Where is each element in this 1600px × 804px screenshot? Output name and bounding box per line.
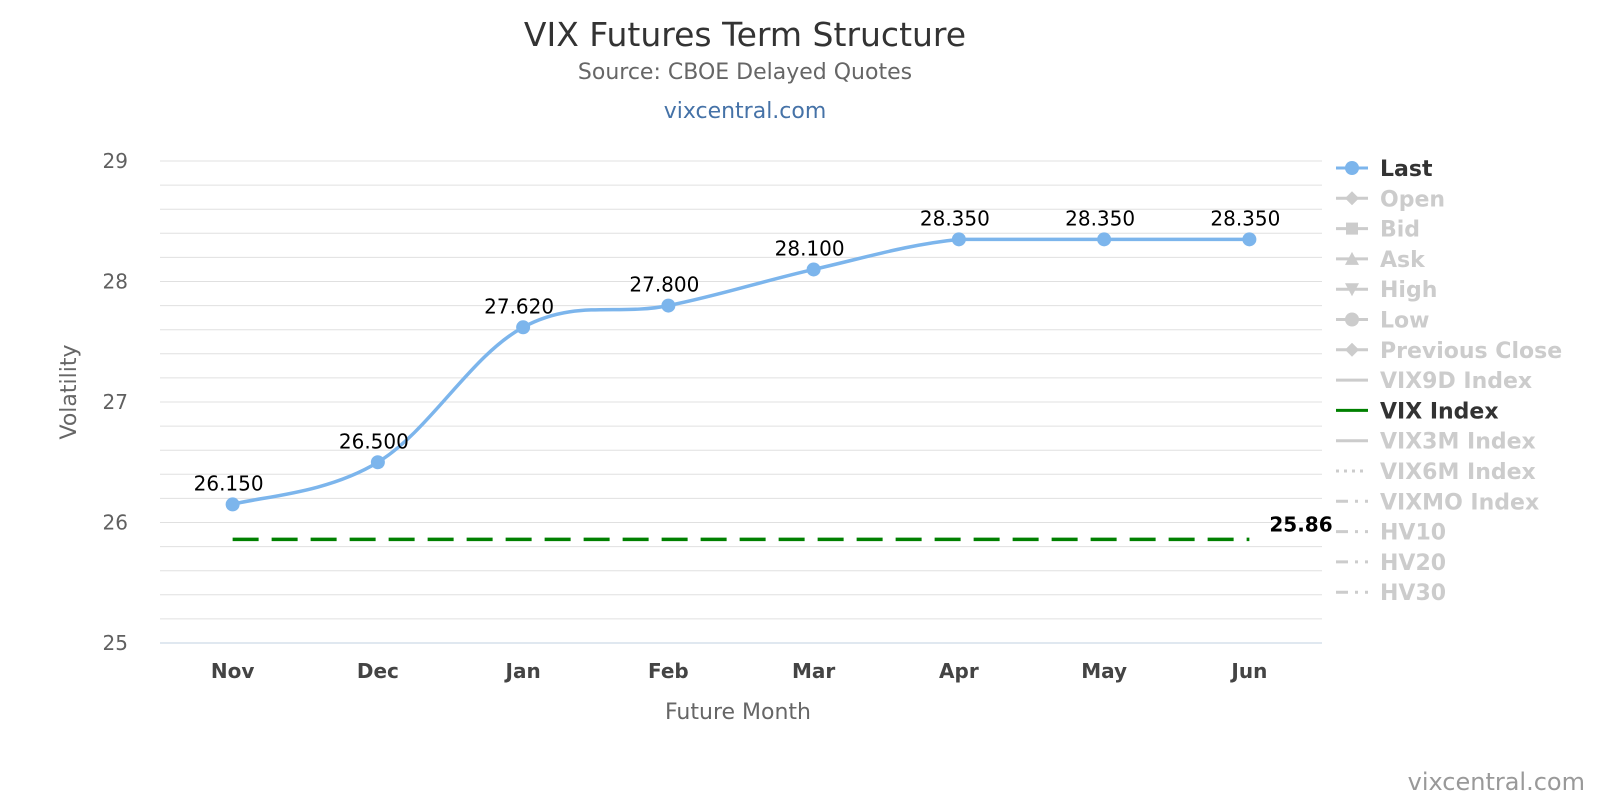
- x-tick-label: Jan: [504, 659, 541, 683]
- data-point-last[interactable]: [806, 262, 821, 277]
- y-tick-label: 29: [103, 149, 128, 173]
- legend-square-icon: [1346, 222, 1358, 235]
- data-point-last[interactable]: [1097, 232, 1112, 247]
- y-tick-label: 26: [103, 511, 128, 535]
- legend-item-open[interactable]: Open: [1336, 187, 1445, 212]
- legend-label: HV30: [1380, 581, 1446, 606]
- legend-label: Last: [1380, 157, 1433, 182]
- legend-item-vix3m-index[interactable]: VIX3M Index: [1336, 430, 1536, 455]
- legend: Last Open Bid Ask High Low Previous Close VIX9D…: [1336, 157, 1562, 606]
- legend-label: Low: [1380, 309, 1429, 334]
- data-label-last: 28.100: [775, 236, 845, 260]
- y-tick-label: 28: [103, 270, 128, 294]
- legend-label: Previous Close: [1380, 339, 1562, 364]
- legend-item-ask[interactable]: Ask: [1336, 248, 1426, 273]
- legend-circle-icon: [1345, 312, 1359, 327]
- legend-item-vixmo-index[interactable]: VIXMO Index: [1336, 490, 1539, 515]
- y-tick-label: 25: [103, 631, 128, 655]
- x-tick-label: May: [1081, 659, 1127, 683]
- legend-label: VIX6M Index: [1380, 460, 1536, 485]
- legend-item-hv10[interactable]: HV10: [1336, 521, 1446, 546]
- y-axis-ticks: 25 26 27 28 29: [103, 149, 128, 655]
- data-label-last: 28.350: [1210, 206, 1280, 230]
- x-tick-label: Dec: [357, 659, 399, 683]
- data-point-last[interactable]: [951, 232, 966, 247]
- legend-circle-icon: [1345, 161, 1359, 175]
- credit-link[interactable]: vixcentral.com: [1408, 768, 1585, 796]
- legend-label: VIXMO Index: [1380, 490, 1539, 515]
- legend-item-bid[interactable]: Bid: [1336, 218, 1420, 243]
- chart-title: VIX Futures Term Structure: [524, 15, 966, 54]
- legend-label: Bid: [1380, 218, 1420, 243]
- data-label-last: 28.350: [920, 206, 990, 230]
- legend-diamond-icon: [1345, 191, 1359, 206]
- data-label-last: 26.500: [339, 429, 409, 453]
- legend-triangle-icon: [1345, 251, 1359, 265]
- x-axis-title: Future Month: [665, 700, 811, 725]
- data-point-last[interactable]: [516, 320, 531, 335]
- data-point-last[interactable]: [225, 497, 240, 512]
- legend-label: High: [1380, 278, 1437, 303]
- series-layer: 25.86 26.150 26.500 27.620 27.800 28.100 28.35…: [194, 206, 1333, 542]
- x-tick-label: Jun: [1229, 659, 1267, 683]
- data-point-last[interactable]: [1242, 232, 1257, 247]
- legend-label: VIX9D Index: [1380, 369, 1532, 394]
- data-point-last[interactable]: [661, 298, 676, 313]
- y-tick-label: 27: [103, 390, 128, 414]
- legend-label: Open: [1380, 187, 1445, 212]
- legend-item-vix-index[interactable]: VIX Index: [1336, 399, 1499, 424]
- legend-item-hv20[interactable]: HV20: [1336, 551, 1446, 576]
- chart-subtitle: Source: CBOE Delayed Quotes: [578, 60, 912, 85]
- legend-label: HV10: [1380, 521, 1446, 546]
- data-label-last: 27.620: [484, 294, 554, 318]
- legend-label: VIX3M Index: [1380, 430, 1536, 455]
- grid-lines: [160, 160, 1322, 644]
- legend-item-low[interactable]: Low: [1336, 309, 1429, 334]
- y-axis-title: Volatility: [57, 344, 82, 439]
- legend-item-high[interactable]: High: [1336, 278, 1437, 303]
- legend-diamond-icon: [1345, 342, 1359, 357]
- legend-triangle-down-icon: [1345, 283, 1359, 297]
- legend-item-vix6m-index[interactable]: VIX6M Index: [1336, 460, 1536, 485]
- data-label-last: 26.150: [194, 471, 264, 495]
- legend-item-last[interactable]: Last: [1336, 157, 1433, 182]
- legend-label: HV20: [1380, 551, 1446, 576]
- x-tick-label: Feb: [648, 659, 689, 683]
- data-label-last: 28.350: [1065, 206, 1135, 230]
- legend-item-vix9d-index[interactable]: VIX9D Index: [1336, 369, 1532, 394]
- legend-label: Ask: [1380, 248, 1426, 273]
- x-tick-label: Mar: [792, 659, 835, 683]
- data-label-last: 27.800: [629, 273, 699, 297]
- x-axis-ticks: Nov Dec Jan Feb Mar Apr May Jun: [211, 659, 1267, 683]
- data-point-last[interactable]: [370, 455, 385, 470]
- x-tick-label: Nov: [211, 659, 255, 683]
- legend-item-hv30[interactable]: HV30: [1336, 581, 1446, 606]
- x-tick-label: Apr: [939, 659, 979, 683]
- vix-index-end-label: 25.86: [1269, 512, 1332, 536]
- subtitle-link[interactable]: vixcentral.com: [664, 99, 827, 124]
- legend-label: VIX Index: [1380, 399, 1499, 424]
- series-line-last: [232, 237, 1250, 507]
- legend-item-previous-close[interactable]: Previous Close: [1336, 339, 1562, 364]
